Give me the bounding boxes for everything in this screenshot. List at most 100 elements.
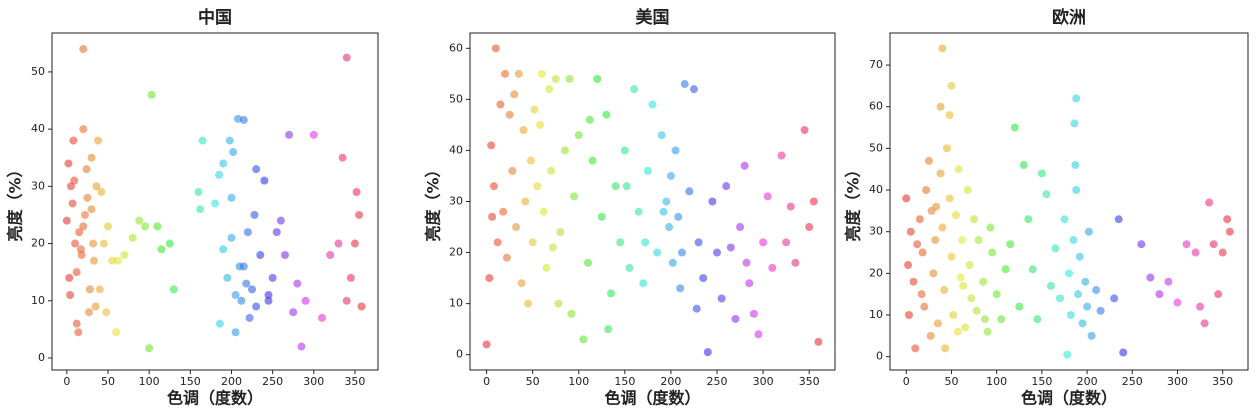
scatter-point — [350, 239, 359, 248]
scatter-point — [791, 258, 800, 267]
y-tick-label: 40 — [869, 183, 883, 196]
scatter-point — [487, 141, 496, 150]
scatter-point — [526, 156, 535, 165]
scatter-point — [554, 299, 563, 308]
scatter-point — [493, 238, 502, 247]
scatter-point — [135, 216, 144, 225]
scatter-point — [157, 245, 166, 254]
scatter-point — [318, 313, 327, 322]
scatter-point — [1051, 244, 1060, 253]
scatter-point — [1065, 269, 1073, 278]
scatter-point — [924, 156, 933, 165]
scatter-point — [97, 188, 106, 197]
scatter-point — [264, 291, 273, 300]
scatter-point — [528, 238, 537, 247]
scatter-point — [334, 239, 343, 248]
scatter-point — [1146, 273, 1155, 282]
scatter-point — [754, 330, 763, 339]
scatter-point — [915, 215, 924, 224]
scatter-point — [902, 194, 911, 203]
scatter-point — [677, 248, 686, 257]
scatter-point — [85, 308, 94, 317]
scatter-point — [524, 299, 533, 308]
scatter-point — [565, 74, 574, 83]
scatter-point — [945, 194, 954, 203]
scatter-point — [1092, 286, 1101, 295]
x-tick-label: 200 — [660, 375, 681, 388]
scatter-point — [643, 166, 652, 175]
scatter-point — [1205, 198, 1214, 207]
scatter-point — [961, 323, 970, 332]
scatter-point — [1225, 227, 1234, 236]
scatter-point — [1042, 190, 1051, 199]
scatter-point — [215, 170, 224, 179]
y-tick-label: 70 — [869, 58, 883, 71]
x-tick-label: 350 — [1212, 375, 1233, 388]
scatter-point — [519, 126, 528, 135]
scatter-point — [959, 281, 968, 290]
scatter-point — [72, 268, 81, 277]
scatter-point — [219, 245, 228, 254]
scatter-point — [983, 327, 992, 336]
scatter-point — [805, 223, 814, 232]
scatter-point — [89, 256, 98, 265]
scatter-point — [342, 296, 351, 305]
scatter-point — [1074, 290, 1083, 299]
scatter-point — [285, 130, 294, 139]
scatter-point — [936, 169, 945, 178]
x-tick-label: 0 — [483, 375, 490, 388]
x-tick-label: 50 — [944, 375, 958, 388]
scatter-point — [1214, 290, 1223, 299]
scatter-point — [1060, 215, 1069, 224]
scatter-point — [809, 197, 818, 206]
scatter-point — [963, 186, 972, 195]
scatter-point — [972, 306, 981, 315]
scatter-point — [1191, 248, 1200, 257]
scatter-point — [71, 239, 80, 248]
y-tick-label: 20 — [449, 246, 463, 259]
scatter-point — [1084, 227, 1093, 236]
scatter-point — [932, 202, 941, 211]
scatter-point — [759, 238, 768, 247]
chart-title: 中国 — [198, 7, 232, 28]
scatter-point — [547, 166, 556, 175]
scatter-point — [1218, 248, 1227, 257]
scatter-point — [938, 223, 947, 232]
y-tick-label: 0 — [456, 348, 463, 361]
scatter-point — [1015, 302, 1024, 311]
scatter-point — [616, 238, 625, 247]
scatter-point — [533, 182, 542, 191]
scatter-point — [357, 302, 366, 311]
scatter-point — [782, 238, 791, 247]
y-tick-label: 20 — [31, 237, 45, 250]
y-tick-label: 0 — [876, 350, 883, 363]
scatter-point — [954, 165, 963, 174]
scatter-point — [145, 344, 154, 353]
scatter-point — [352, 188, 361, 197]
scatter-point — [1200, 319, 1209, 328]
chart-title: 欧洲 — [1052, 7, 1086, 28]
scatter-point — [945, 111, 954, 120]
scatter-point — [1019, 161, 1028, 170]
scatter-point — [671, 146, 680, 155]
scatter-point — [514, 69, 523, 78]
scatter-point — [1083, 302, 1092, 311]
scatter-point — [979, 277, 988, 286]
scatter-point — [68, 199, 77, 208]
scatter-point — [1063, 350, 1072, 359]
scatter-point — [694, 238, 703, 247]
scatter-point — [911, 344, 920, 353]
scatter-point — [917, 290, 926, 299]
scatter-point — [272, 228, 281, 237]
scatter-point — [1072, 186, 1081, 195]
scatter-point — [659, 207, 668, 216]
x-tick-label: 50 — [101, 375, 115, 388]
scatter-point — [920, 302, 929, 311]
scatter-point — [229, 148, 238, 157]
scatter-point — [223, 273, 232, 282]
scatter-point — [1164, 277, 1173, 286]
scatter-point — [113, 256, 122, 265]
x-tick-label: 300 — [1167, 375, 1188, 388]
